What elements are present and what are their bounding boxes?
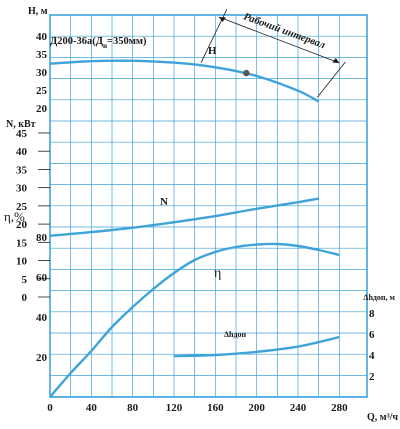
operating-point-marker	[243, 69, 250, 77]
x-axis-title: Q, м³/ч	[367, 412, 398, 423]
power-tick-label: 35	[16, 164, 28, 176]
efficiency-axis-tick-labels: 20 40 60 80	[36, 232, 48, 364]
head-axis-tick-labels: 20 25 30 35 40	[36, 31, 48, 115]
pump-model-label: Д200-36а(Дн=350мм)	[50, 36, 147, 50]
pump-model-name: Д200-36а(Д	[50, 36, 104, 47]
power-tick-label: 25	[16, 201, 28, 213]
power-tick-label: 45	[16, 128, 28, 140]
power-curve	[49, 197, 319, 237]
x-tick-label: 200	[248, 402, 265, 414]
head-curve-label: H	[208, 45, 217, 57]
axes-frame	[38, 14, 368, 398]
efficiency-tick-label: 20	[36, 352, 48, 364]
head-tick-label: 25	[36, 85, 48, 97]
npsh-tick-label: 4	[369, 350, 375, 362]
interval-right-leg	[317, 61, 346, 98]
power-tick-label: 40	[16, 146, 28, 158]
efficiency-tick-label: 40	[36, 312, 48, 324]
x-tick-label: 0	[47, 402, 53, 414]
npsh-curve-label: Δhдоп	[224, 330, 247, 339]
working-interval-label: Рабочий интервал	[242, 11, 327, 51]
npsh-axis-tick-labels: 2 4 6 8	[369, 308, 375, 383]
gridlines	[50, 15, 367, 397]
npsh-axis-title: Δhдоп, м	[363, 293, 395, 302]
npsh-curve	[173, 335, 340, 358]
pump-model-diameter: =350мм)	[107, 36, 147, 47]
efficiency-curve-label: η	[214, 266, 221, 281]
x-tick-label: 120	[166, 402, 183, 414]
efficiency-tick-label: 60	[36, 272, 48, 284]
interval-arrow-head-left	[219, 17, 226, 22]
power-axis-title: N, кВт	[6, 119, 36, 130]
efficiency-curve	[49, 242, 340, 398]
head-tick-label: 30	[36, 67, 48, 79]
efficiency-tick-label: 80	[36, 232, 48, 244]
head-tick-label: 40	[36, 31, 48, 43]
power-tick-label: 10	[16, 256, 28, 268]
power-tick-label: 5	[22, 274, 28, 286]
x-tick-label: 280	[331, 402, 348, 414]
head-tick-label: 20	[36, 103, 48, 115]
pump-model-subscript: н	[103, 42, 107, 50]
npsh-tick-label: 8	[369, 308, 375, 320]
head-tick-label: 35	[36, 49, 48, 61]
power-axis-tick-labels: 0 5 10 15 20 25 30 35 40 45	[16, 128, 28, 304]
power-tick-label: 20	[16, 219, 28, 231]
interval-arrow-head-right	[332, 58, 340, 63]
power-tick-label: 15	[16, 237, 28, 249]
x-tick-label: 80	[127, 402, 139, 414]
power-curve-label: N	[160, 196, 168, 208]
x-tick-label: 160	[207, 402, 224, 414]
power-tick-label: 30	[16, 183, 28, 195]
working-interval-bracket	[200, 8, 346, 98]
efficiency-axis-title: η,%	[4, 209, 25, 224]
npsh-tick-label: 6	[369, 329, 375, 341]
head-curve	[49, 59, 320, 103]
x-tick-label: 240	[290, 402, 307, 414]
interval-arrow-line	[218, 16, 340, 64]
power-tick-label: 0	[22, 292, 28, 304]
npsh-tick-label: 2	[369, 371, 375, 383]
head-axis-title: H, м	[28, 6, 48, 17]
x-tick-label: 40	[86, 402, 98, 414]
x-axis-tick-labels: 0 40 80 120 160 200 240 280	[47, 402, 348, 414]
